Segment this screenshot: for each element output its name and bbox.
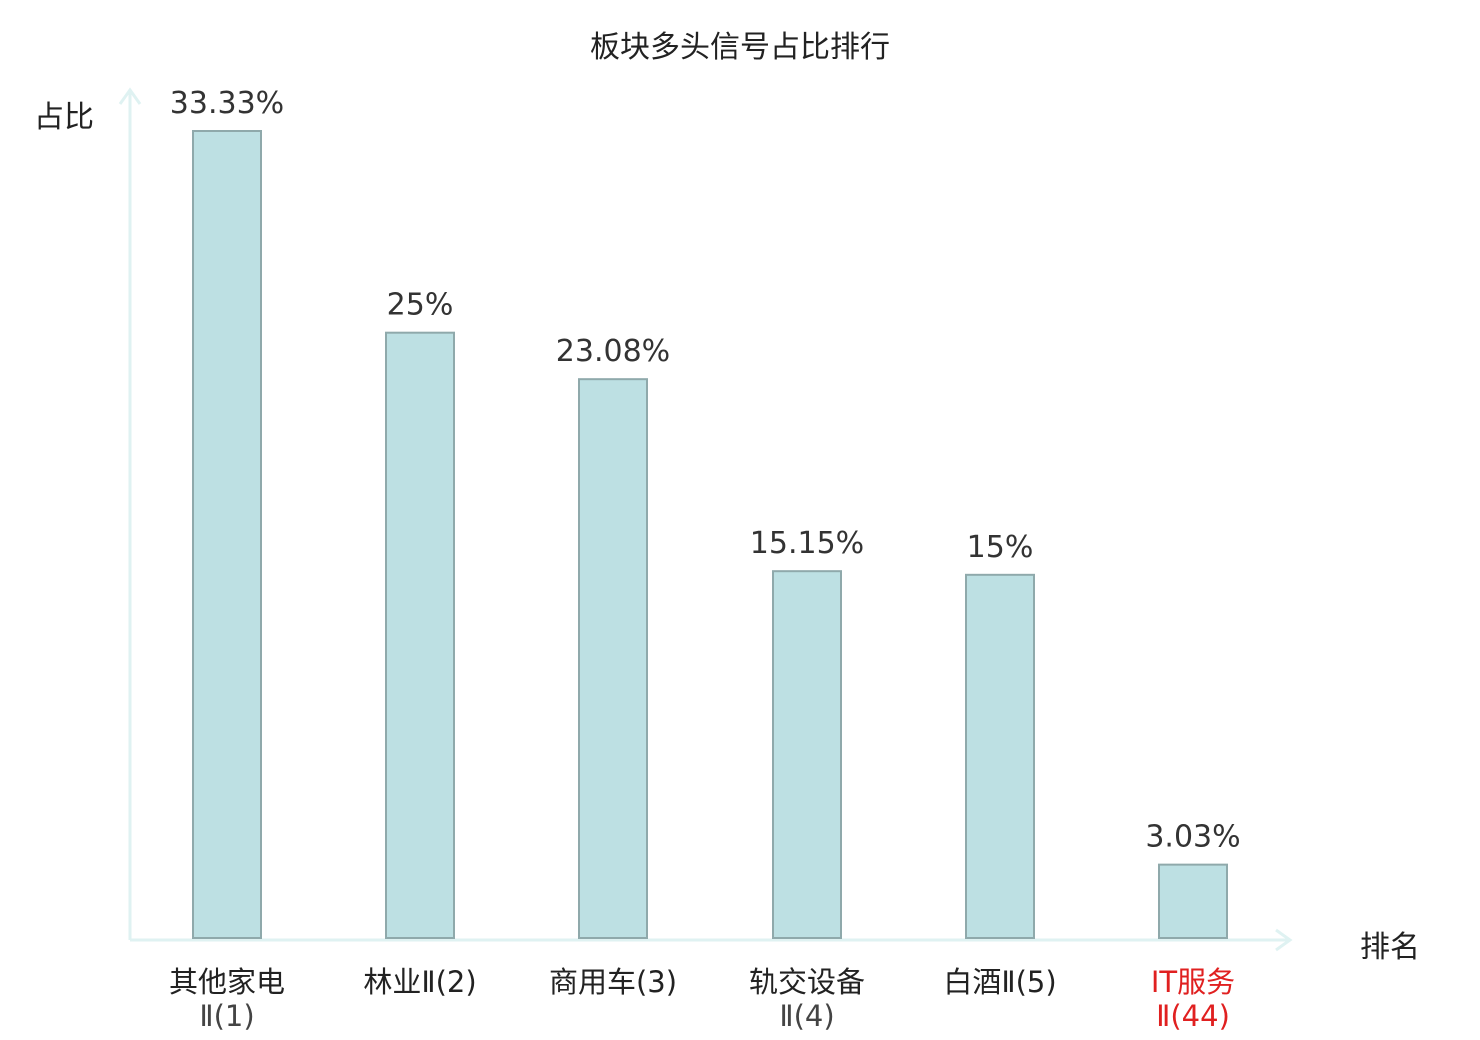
category-label: 林业Ⅱ(2) [310,965,530,999]
bar-value-label: 23.08% [556,334,670,369]
category-label-line1: IT服务 [1150,965,1236,999]
category-label: 轨交设备 Ⅱ(4) [697,965,917,1033]
bar [965,573,1035,939]
category-label-line2: Ⅱ(1) [199,999,255,1033]
category-label-line2: Ⅱ(44) [1156,999,1230,1033]
category-label: 白酒Ⅱ(5) [890,965,1110,999]
category-label: IT服务 Ⅱ(44) [1083,965,1303,1033]
chart-title: 板块多头信号占比排行 [590,30,890,65]
bar [578,378,648,939]
category-label-line1: 其他家电 [168,965,285,999]
category-label-line1: 林业Ⅱ(2) [363,965,477,999]
x-axis-arrow-icon [1275,928,1293,952]
bar [1158,863,1228,939]
bar [772,570,842,939]
bar-value-label: 3.03% [1145,820,1240,855]
bar [192,130,262,939]
bar-value-label: 33.33% [170,86,284,121]
category-label-line1: 轨交设备 [748,965,865,999]
category-label-line1: 白酒Ⅱ(5) [943,965,1057,999]
y-axis-label: 占比 [34,100,94,135]
bar-value-label: 25% [387,288,454,323]
category-label-line2: Ⅱ(4) [779,999,835,1033]
x-axis-label: 排名 [1360,930,1420,965]
bar-value-label: 15.15% [750,526,864,561]
bar-value-label: 15% [967,530,1034,565]
category-label-line1: 商用车(3) [548,965,678,999]
category-label: 其他家电 Ⅱ(1) [117,965,337,1033]
y-axis-arrow-icon [118,87,142,105]
category-label: 商用车(3) [503,965,723,999]
bar [385,331,455,940]
